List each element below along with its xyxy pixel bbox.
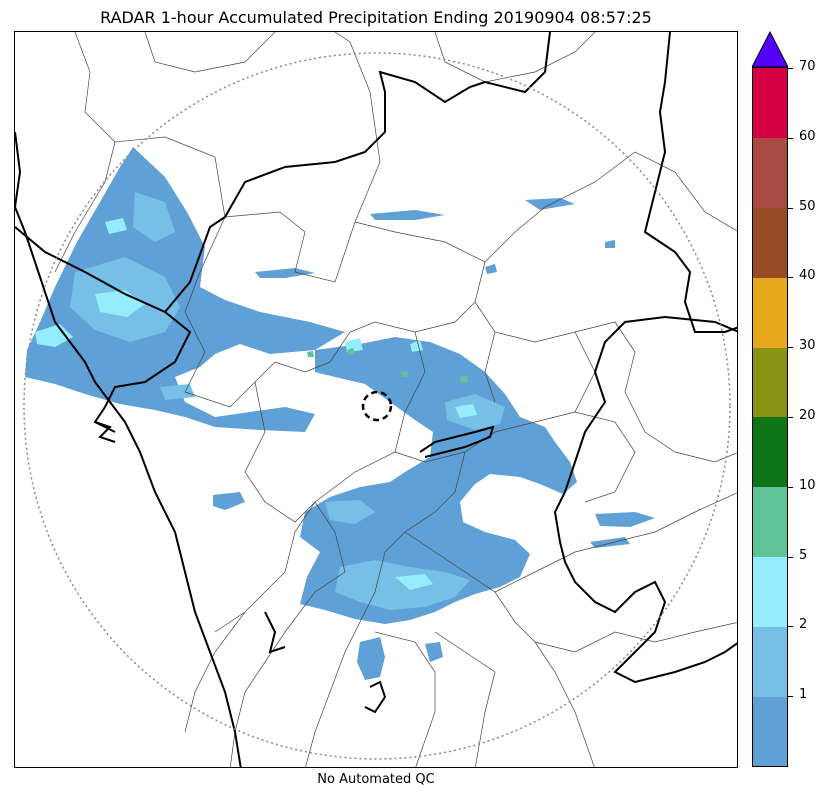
district-boundaries <box>54 32 737 767</box>
colorbar-segment <box>753 347 787 418</box>
colorbar-segment <box>753 207 787 278</box>
state-border-karnataka-north <box>164 32 551 313</box>
state-border-north <box>15 226 192 433</box>
colorbar-tick <box>788 347 793 349</box>
precip-north-streak <box>370 210 445 220</box>
colorbar-segment <box>753 137 787 209</box>
colorbar-extend-arrow <box>752 31 788 68</box>
state-border-south-2 <box>364 680 387 714</box>
state-border-east <box>643 32 737 333</box>
precip-south-cell <box>357 637 385 680</box>
precip-central-band <box>300 337 577 624</box>
colorbar-tick-label: 40 <box>799 268 816 284</box>
precip-south-cell-2 <box>425 642 443 662</box>
colorbar-tick-label: 30 <box>799 338 816 354</box>
precip-streak-3 <box>485 264 497 274</box>
state-border-south-east <box>553 315 737 684</box>
precipitation-colorbar <box>752 67 788 767</box>
radar-site-marker <box>361 390 393 422</box>
radar-range-ring <box>23 52 731 760</box>
colorbar-tick-label: 10 <box>799 477 816 493</box>
precipitation-field-heavy <box>307 348 468 383</box>
precip-west-cell <box>213 492 245 510</box>
colorbar-tick <box>788 696 793 698</box>
precip-east-cell <box>595 512 655 527</box>
map-canvas <box>15 32 737 767</box>
state-boundaries <box>15 32 737 767</box>
coastline <box>15 131 242 767</box>
precip-east-cell-2 <box>590 537 630 548</box>
state-border-west-2 <box>94 421 116 443</box>
colorbar-segment <box>753 696 787 767</box>
colorbar-tick-label: 60 <box>799 128 816 144</box>
colorbar-segment <box>753 277 787 348</box>
colorbar-tick <box>788 626 793 628</box>
colorbar-tick <box>788 137 793 139</box>
colorbar-segment <box>753 68 787 139</box>
colorbar-segment <box>753 417 787 488</box>
colorbar-segment <box>753 626 787 697</box>
colorbar-segment <box>753 556 787 627</box>
radar-map[interactable] <box>14 31 738 768</box>
colorbar-tick <box>788 68 793 69</box>
colorbar-tick-label: 20 <box>799 408 816 423</box>
state-border-central <box>419 425 495 458</box>
colorbar-tick <box>788 417 793 418</box>
qc-status-label: No Automated QC <box>317 772 435 787</box>
colorbar-tick <box>788 277 793 279</box>
colorbar-tick <box>788 486 793 488</box>
colorbar-tick-label: 2 <box>799 617 808 633</box>
colorbar-tick-label: 50 <box>799 198 816 214</box>
colorbar-tick-label: 70 <box>799 59 816 74</box>
precip-streak-2 <box>255 268 315 278</box>
map-title: RADAR 1-hour Accumulated Precipitation E… <box>100 8 652 27</box>
colorbar-tick <box>788 207 793 209</box>
state-border-south <box>264 611 286 654</box>
precip-streak-4 <box>605 240 615 248</box>
colorbar-tick-label: 1 <box>799 687 808 703</box>
precip-northeast-cell <box>525 198 575 210</box>
colorbar-segment <box>753 486 787 558</box>
colorbar-tick-label: 5 <box>799 547 808 563</box>
colorbar-tick <box>788 556 793 558</box>
